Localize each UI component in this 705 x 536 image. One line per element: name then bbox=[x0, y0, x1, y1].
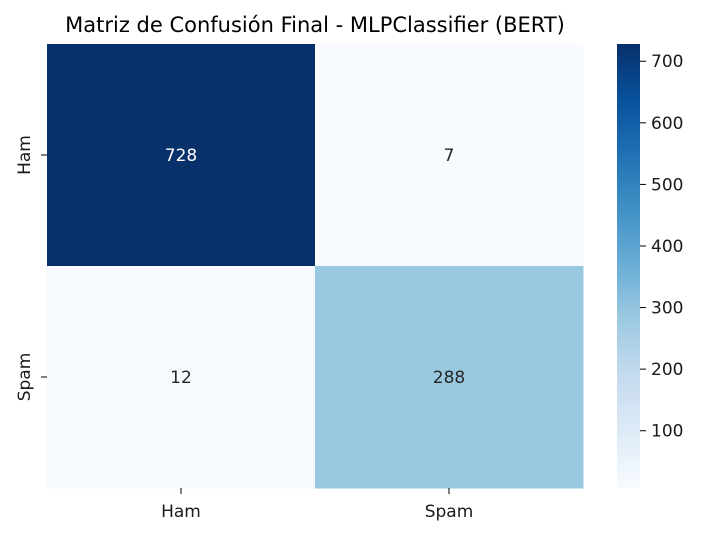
y-tick-label: Spam bbox=[15, 353, 35, 402]
x-tick-label: Spam bbox=[425, 502, 474, 522]
colorbar-tick-label: 600 bbox=[651, 114, 683, 134]
colorbar-gradient bbox=[617, 44, 640, 488]
colorbar-tick-label: 700 bbox=[651, 52, 683, 72]
cell-value-label: 288 bbox=[433, 368, 465, 388]
colorbar-ticks: 100 200 300 400 500 600 700 bbox=[640, 52, 683, 442]
heatmap-cell bbox=[315, 266, 584, 489]
colorbar-tick-label: 100 bbox=[651, 422, 683, 442]
heatmap-axes: Ham Spam Ham Spam bbox=[15, 135, 473, 522]
cell-value-label: 12 bbox=[170, 368, 192, 388]
x-tick-label: Ham bbox=[161, 502, 201, 522]
cell-value-label: 728 bbox=[165, 146, 197, 166]
y-tick-label: Ham bbox=[15, 135, 35, 175]
colorbar-tick-label: 500 bbox=[651, 175, 683, 195]
colorbar-tick-label: 300 bbox=[651, 299, 683, 319]
colorbar-tick-label: 200 bbox=[651, 360, 683, 380]
chart-title: Matriz de Confusión Final - MLPClassifie… bbox=[65, 13, 565, 37]
cell-value-label: 7 bbox=[444, 146, 455, 166]
heatmap-cells: 728 7 12 288 bbox=[47, 44, 584, 489]
heatmap-cell bbox=[315, 44, 584, 267]
colorbar: 100 200 300 400 500 600 700 bbox=[617, 44, 683, 488]
heatmap-cell bbox=[47, 44, 316, 267]
heatmap-cell bbox=[47, 266, 316, 489]
colorbar-tick-label: 400 bbox=[651, 237, 683, 257]
